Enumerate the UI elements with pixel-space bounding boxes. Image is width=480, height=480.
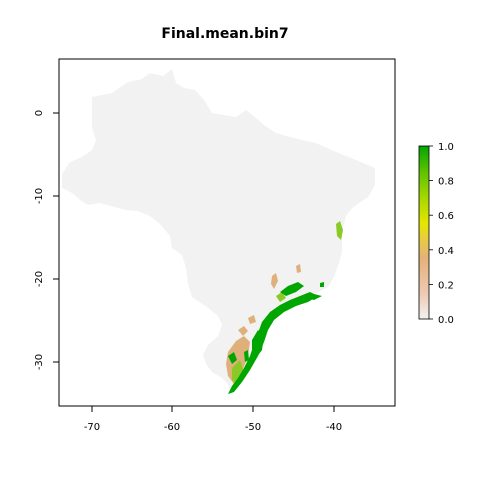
legend-label: 1.0 xyxy=(438,142,454,153)
y-tick-label: 0 xyxy=(34,110,45,116)
legend-colorbar xyxy=(418,145,430,320)
legend-label: 0.2 xyxy=(438,280,454,291)
plot-frame xyxy=(58,58,396,407)
x-tick-label: -40 xyxy=(326,422,342,433)
legend-label: 0.8 xyxy=(438,177,454,188)
x-tick-label: -70 xyxy=(84,422,100,433)
high-suitability-patches xyxy=(228,282,324,394)
mid-suitability-patches xyxy=(232,221,343,386)
legend-ticks xyxy=(429,145,433,320)
x-tick-label: -50 xyxy=(245,422,261,433)
x-tick-label: -60 xyxy=(164,422,180,433)
y-tick-label: -20 xyxy=(34,271,45,287)
y-tick-label: -10 xyxy=(34,188,45,204)
map-title: Final.mean.bin7 xyxy=(161,26,288,42)
legend-label: 0.4 xyxy=(438,246,454,257)
legend-label: 0.0 xyxy=(438,315,454,326)
legend-label: 0.6 xyxy=(438,211,454,222)
x-axis xyxy=(91,406,335,412)
y-axis xyxy=(53,112,59,363)
brazil-landmass xyxy=(62,69,375,394)
y-tick-label: -30 xyxy=(34,354,45,370)
